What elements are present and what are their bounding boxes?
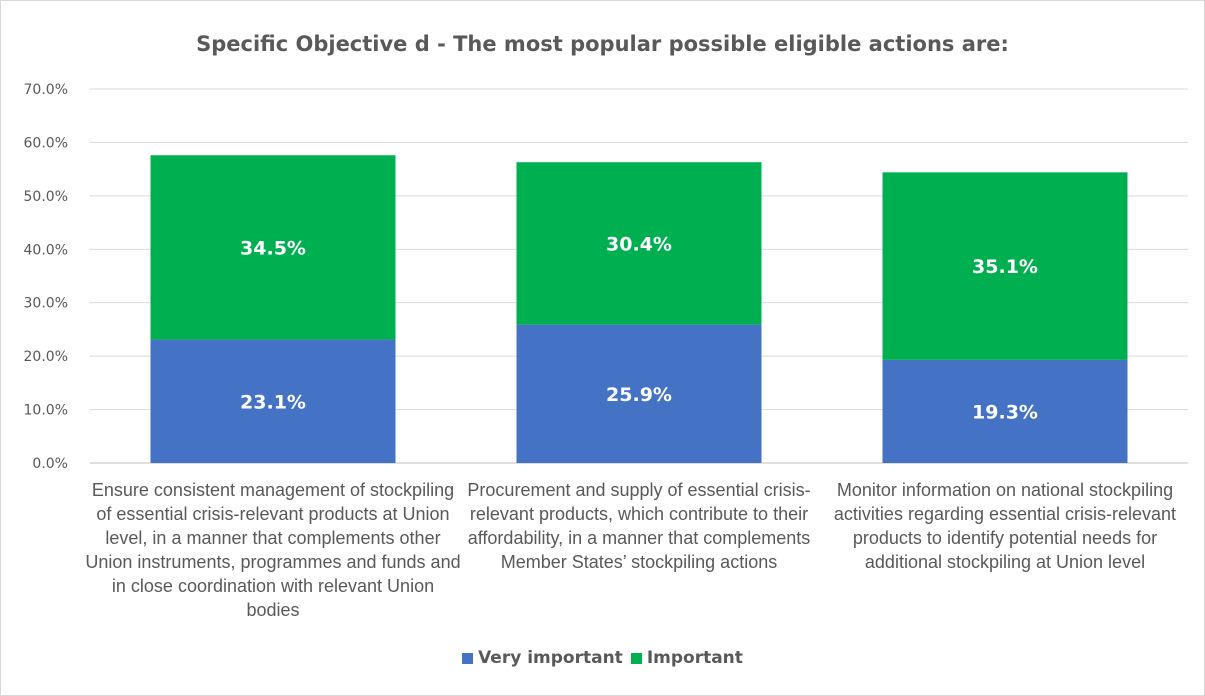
- chart-title: Specific Objective d - The most popular …: [196, 32, 1009, 56]
- category-label-1: Ensure consistent management of stockpil…: [85, 480, 461, 620]
- legend: Very important Important: [0, 648, 1205, 668]
- y-tick-label: 20.0%: [24, 349, 68, 365]
- data-label-very-important-2: 25.9%: [606, 384, 672, 406]
- bar-very-important-3: [882, 359, 1128, 463]
- legend-label-important: Important: [646, 648, 743, 668]
- data-label-important-2: 30.4%: [606, 233, 672, 255]
- y-tick-label: 70.0%: [24, 82, 68, 98]
- legend-swatch-important: [630, 652, 642, 664]
- legend-item-important: Important: [630, 648, 743, 668]
- category-label-2: Procurement and supply of essential cris…: [467, 480, 811, 572]
- legend-item-very-important: Very important: [462, 648, 623, 668]
- data-label-very-important-1: 23.1%: [240, 391, 306, 413]
- data-label-important-3: 35.1%: [972, 256, 1038, 278]
- y-tick-label: 40.0%: [24, 242, 68, 258]
- y-tick-label: 30.0%: [24, 296, 68, 312]
- y-tick-label: 50.0%: [24, 189, 68, 205]
- y-tick-label: 0.0%: [32, 456, 68, 472]
- bar-important-3: [882, 172, 1128, 360]
- category-label-3: Monitor information on national stockpil…: [833, 480, 1177, 572]
- y-tick-label: 60.0%: [24, 135, 68, 151]
- data-label-important-1: 34.5%: [240, 237, 306, 259]
- legend-label-very-important: Very important: [478, 648, 623, 668]
- legend-swatch-very-important: [462, 652, 474, 664]
- bar-important-1: [150, 155, 396, 340]
- y-tick-label: 10.0%: [24, 403, 68, 419]
- data-label-very-important-3: 19.3%: [972, 401, 1038, 423]
- bar-very-important-1: [150, 339, 396, 463]
- bar-important-2: [516, 162, 762, 325]
- bar-very-important-2: [516, 324, 762, 463]
